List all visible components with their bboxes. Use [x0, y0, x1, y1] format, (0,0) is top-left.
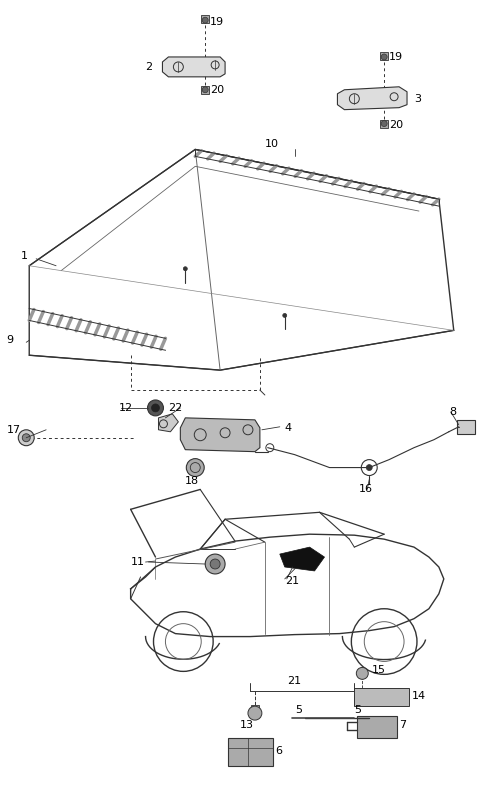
Circle shape — [183, 267, 187, 271]
Circle shape — [147, 400, 164, 416]
Text: 17: 17 — [6, 425, 21, 434]
Circle shape — [152, 404, 159, 412]
Polygon shape — [337, 87, 407, 109]
Circle shape — [366, 464, 372, 471]
Bar — [357, 716, 397, 738]
Circle shape — [186, 459, 204, 476]
Text: 12: 12 — [119, 403, 133, 413]
Text: 18: 18 — [185, 476, 200, 486]
Text: 20: 20 — [210, 85, 224, 94]
Polygon shape — [180, 418, 260, 452]
Bar — [201, 86, 209, 94]
Bar — [354, 689, 409, 706]
Circle shape — [202, 17, 208, 23]
Text: 5: 5 — [296, 705, 303, 715]
Text: 3: 3 — [414, 94, 421, 104]
Text: 19: 19 — [389, 52, 403, 62]
Bar — [251, 705, 259, 713]
Bar — [380, 52, 388, 60]
Polygon shape — [162, 57, 225, 77]
Text: 7: 7 — [399, 720, 406, 730]
Circle shape — [381, 54, 387, 60]
Circle shape — [381, 120, 387, 127]
Text: 20: 20 — [389, 120, 403, 130]
Circle shape — [202, 87, 208, 93]
Text: 16: 16 — [360, 485, 373, 494]
Text: 8: 8 — [449, 407, 456, 417]
Text: 5: 5 — [354, 705, 361, 715]
Circle shape — [248, 706, 262, 720]
Bar — [201, 15, 209, 23]
Bar — [380, 120, 388, 127]
Text: 22: 22 — [168, 403, 183, 413]
Circle shape — [205, 554, 225, 574]
Text: 15: 15 — [372, 665, 386, 675]
Text: 13: 13 — [240, 720, 254, 730]
Polygon shape — [158, 414, 179, 432]
Text: 19: 19 — [210, 17, 224, 28]
Circle shape — [18, 430, 34, 445]
Text: 14: 14 — [412, 691, 426, 701]
Text: 21: 21 — [288, 676, 302, 686]
Text: 21: 21 — [285, 576, 299, 586]
Bar — [228, 738, 273, 766]
Text: 11: 11 — [131, 557, 144, 567]
Circle shape — [283, 313, 287, 317]
Circle shape — [356, 667, 368, 679]
Circle shape — [210, 559, 220, 569]
Text: 4: 4 — [285, 423, 292, 433]
Text: 10: 10 — [265, 139, 279, 150]
Text: 9: 9 — [6, 335, 13, 345]
Text: 6: 6 — [275, 746, 282, 756]
Text: 1: 1 — [21, 251, 28, 260]
Bar — [457, 419, 475, 434]
Polygon shape — [280, 547, 324, 571]
Text: 2: 2 — [145, 62, 153, 72]
Circle shape — [22, 434, 30, 442]
